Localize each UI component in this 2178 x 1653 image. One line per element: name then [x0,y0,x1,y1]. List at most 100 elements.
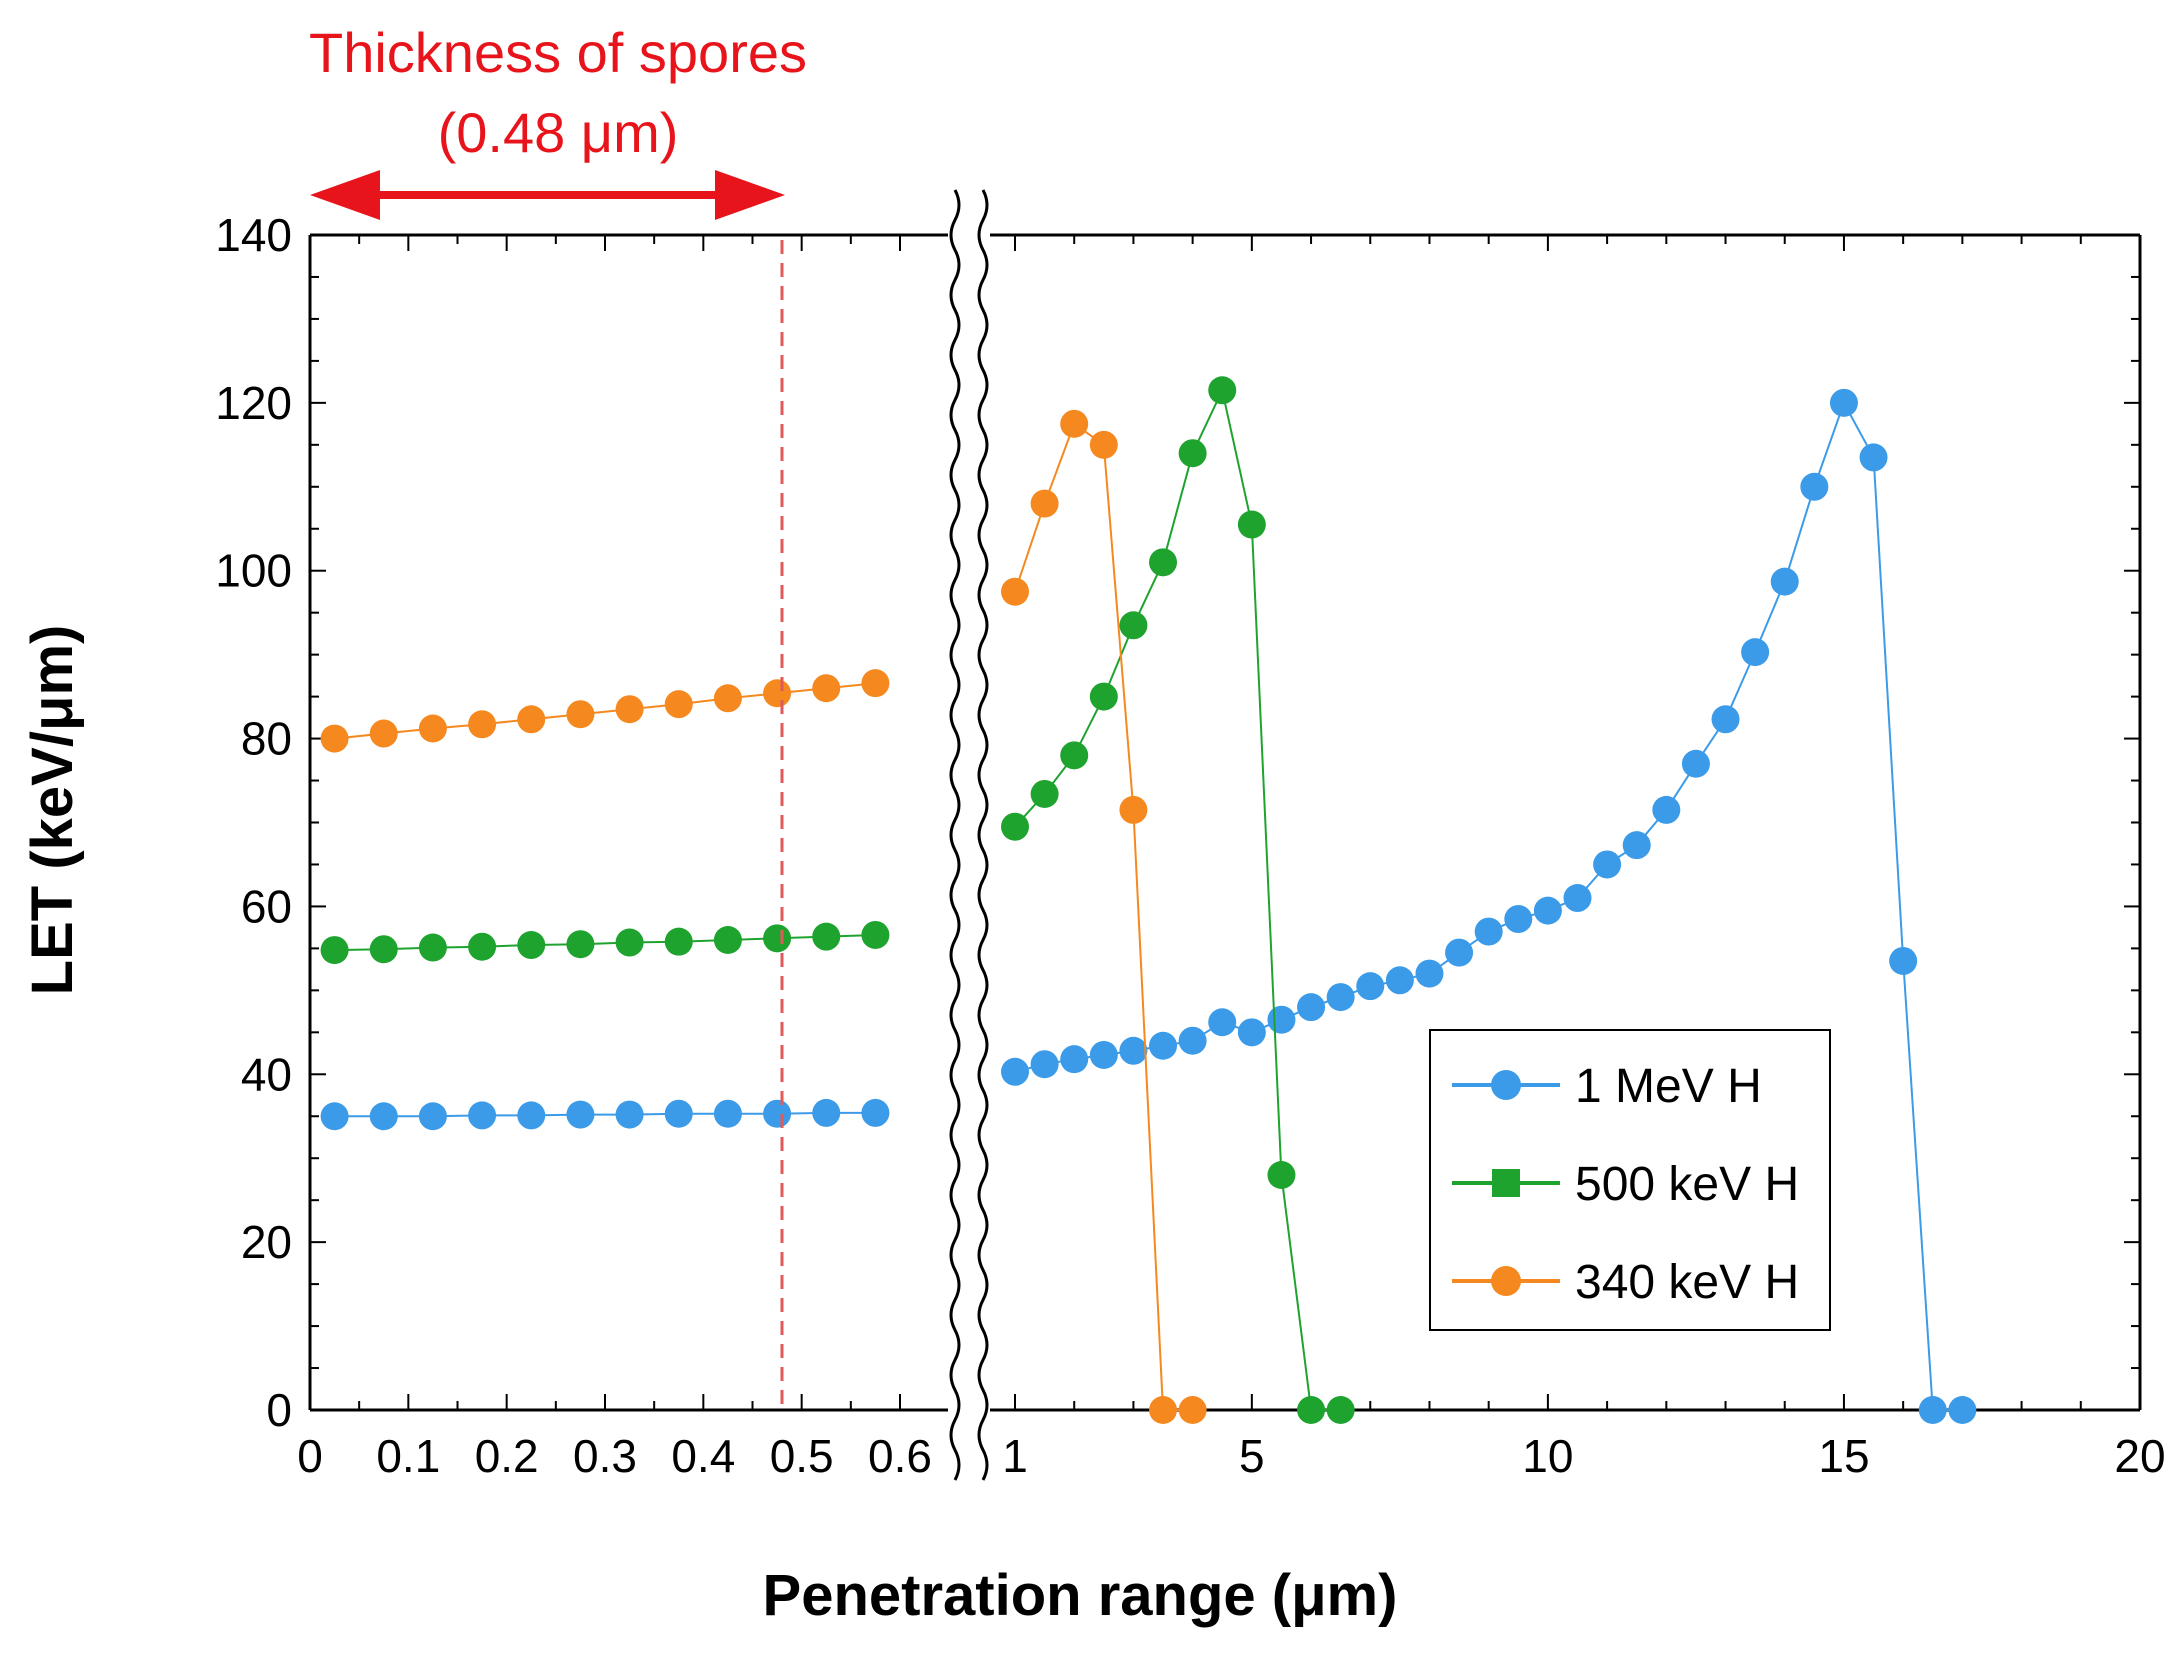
data-point [1001,812,1029,841]
data-point [1178,1026,1207,1055]
data-point [1060,1045,1089,1074]
data-point [320,724,349,753]
y-tick-label: 80 [241,713,292,765]
series-340-kev-h [320,409,1207,1424]
data-point [1297,993,1326,1022]
x-tick-label: 0.5 [770,1430,834,1482]
data-point [468,1101,497,1130]
data-point [517,705,546,734]
axis-break-marker [948,180,990,1481]
data-point [418,933,447,962]
data-point [468,932,497,961]
data-point [369,1102,398,1131]
data-point [1237,510,1266,539]
data-point [1149,548,1178,577]
data-point [1948,1396,1977,1424]
data-point [369,719,398,748]
data-point [1267,1161,1296,1189]
data-point [1178,439,1207,468]
data-point [1593,850,1622,879]
x-tick-label: 5 [1239,1430,1265,1482]
data-point [1060,409,1089,438]
data-point [713,1099,742,1128]
data-point [812,922,841,951]
data-point [1474,917,1503,946]
annotation-line1: Thickness of spores [309,21,807,84]
x-tick-label: 0 [297,1430,323,1482]
chart-frame [308,233,2142,1412]
data-point [1119,611,1148,640]
data-point [1119,795,1148,824]
chart-series [320,376,1977,1424]
data-point [1652,795,1681,824]
data-point [1800,472,1829,501]
data-point [1829,388,1858,417]
data-point [566,700,595,729]
x-tick-label: 20 [2114,1430,2165,1482]
y-tick-label: 60 [241,880,292,932]
data-point [1297,1396,1326,1424]
data-point [1030,1050,1059,1079]
data-point [1356,972,1385,1001]
data-point [1089,682,1118,711]
data-point [1326,1396,1355,1424]
data-point [664,1099,693,1128]
data-point [664,927,693,956]
data-point [1385,966,1414,995]
legend-marker [1491,1266,1521,1296]
data-point [517,1101,546,1130]
annotation-arrow-left-head [310,170,380,220]
data-point [713,684,742,713]
data-point [1030,779,1059,808]
data-point [418,714,447,743]
data-point [1267,1005,1296,1034]
data-point [1533,896,1562,925]
data-point [369,935,398,964]
series-1-mev-h [320,388,1977,1424]
data-point [1089,430,1118,459]
y-tick-label: 100 [215,545,292,597]
data-point [1711,705,1740,734]
data-point [566,1100,595,1129]
data-point [861,1098,890,1127]
data-point [1415,959,1444,988]
data-point [1445,938,1474,967]
x-tick-label: 0.1 [376,1430,440,1482]
thickness-annotation: Thickness of spores (0.48 μm) [309,21,807,1410]
data-point [1563,884,1592,913]
data-point [1326,983,1355,1012]
data-point [1208,376,1237,405]
y-axis-label: LET (keV/μm) [20,625,85,996]
data-point [615,1100,644,1129]
series-line [1014,387,1341,1411]
data-point [1178,1396,1207,1424]
data-point [763,679,792,708]
data-point [1622,831,1651,860]
data-point [320,936,349,965]
x-tick-label: 15 [1818,1430,1869,1482]
data-point [1089,1040,1118,1069]
data-point [517,931,546,960]
data-point [418,1102,447,1131]
data-point [763,1099,792,1128]
data-point [1237,1018,1266,1047]
legend-label: 500 keV H [1575,1158,1799,1211]
data-point [1208,1008,1237,1037]
legend-label: 1 MeV H [1575,1060,1762,1113]
data-point [615,928,644,957]
x-tick-label: 0.3 [573,1430,637,1482]
series-line [334,1111,876,1118]
data-point [320,1102,349,1131]
data-point [468,710,497,739]
x-tick-label: 1 [1002,1430,1028,1482]
data-point [861,920,890,949]
series-line [334,934,876,952]
annotation-line2: (0.48 μm) [438,101,679,164]
data-point [566,930,595,959]
data-point [1770,567,1799,596]
data-point [1504,905,1533,934]
legend-marker [1492,1169,1520,1197]
data-point [812,674,841,703]
